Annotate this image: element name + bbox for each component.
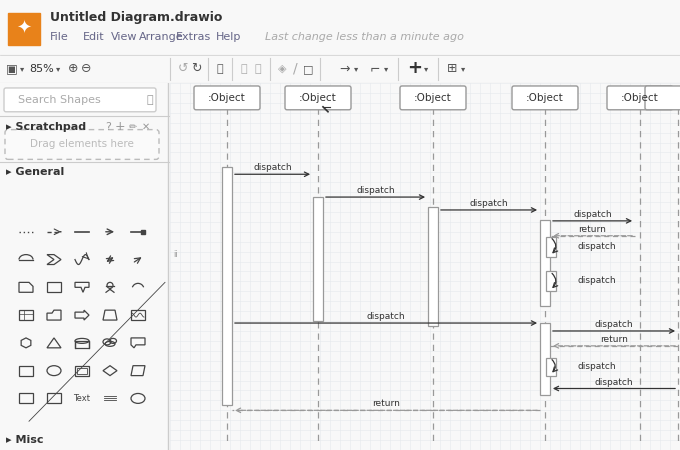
Text: Edit: Edit xyxy=(83,32,105,42)
Text: ▣: ▣ xyxy=(6,63,18,76)
Text: ◈: ◈ xyxy=(277,64,286,74)
Bar xyxy=(141,230,145,234)
Text: ▾: ▾ xyxy=(384,64,388,73)
Text: View: View xyxy=(111,32,137,42)
FancyBboxPatch shape xyxy=(607,86,673,110)
Text: :Object: :Object xyxy=(208,93,246,103)
FancyBboxPatch shape xyxy=(400,86,466,110)
Text: :Object: :Object xyxy=(414,93,452,103)
Bar xyxy=(8,13,40,45)
Text: dispatch: dispatch xyxy=(470,199,509,208)
Bar xyxy=(546,271,556,291)
Text: return: return xyxy=(600,335,628,344)
Text: 🗑: 🗑 xyxy=(217,64,223,74)
Bar xyxy=(19,366,33,376)
Text: return: return xyxy=(372,399,400,408)
FancyBboxPatch shape xyxy=(512,86,578,110)
Text: □: □ xyxy=(303,64,313,74)
Text: Search Shapes: Search Shapes xyxy=(18,95,101,105)
Text: ⊞: ⊞ xyxy=(447,63,457,76)
Bar xyxy=(546,237,556,256)
Text: /: / xyxy=(292,62,297,76)
Text: dispatch: dispatch xyxy=(577,242,615,251)
Text: ▾: ▾ xyxy=(20,64,24,73)
Text: +: + xyxy=(115,120,125,133)
Text: dispatch: dispatch xyxy=(595,378,633,387)
Text: Untitled Diagram.drawio: Untitled Diagram.drawio xyxy=(50,10,222,23)
FancyBboxPatch shape xyxy=(4,88,156,112)
Text: 🔍: 🔍 xyxy=(147,95,153,105)
Bar xyxy=(428,207,438,326)
Text: ⊕: ⊕ xyxy=(68,63,78,76)
Text: +: + xyxy=(407,59,422,77)
Text: ↻: ↻ xyxy=(191,62,201,75)
Text: ?: ? xyxy=(105,122,111,132)
Bar xyxy=(546,358,556,376)
Bar xyxy=(222,167,232,405)
Text: →: → xyxy=(340,63,350,76)
Bar xyxy=(19,393,33,403)
FancyBboxPatch shape xyxy=(285,86,351,110)
Bar xyxy=(75,366,89,376)
Text: dispatch: dispatch xyxy=(595,320,633,329)
Text: :Object: :Object xyxy=(621,93,659,103)
Text: Arrange: Arrange xyxy=(139,32,184,42)
Bar xyxy=(540,220,550,306)
Bar xyxy=(47,393,61,403)
Text: 85%: 85% xyxy=(30,64,54,74)
Text: ▾: ▾ xyxy=(56,64,60,73)
Text: return: return xyxy=(579,225,607,234)
Text: dispatch: dispatch xyxy=(367,312,405,321)
Text: File: File xyxy=(50,32,69,42)
Text: ⌐: ⌐ xyxy=(370,63,380,76)
Text: ▾: ▾ xyxy=(461,64,465,73)
Text: Extras: Extras xyxy=(176,32,211,42)
FancyBboxPatch shape xyxy=(5,130,159,159)
Text: Help: Help xyxy=(216,32,241,42)
Bar xyxy=(19,310,33,320)
Text: :Object: :Object xyxy=(526,93,564,103)
Text: ↺: ↺ xyxy=(177,62,188,75)
Text: dispatch: dispatch xyxy=(253,163,292,172)
Text: ▸ General: ▸ General xyxy=(6,167,64,177)
Text: ✕: ✕ xyxy=(142,122,150,132)
Bar xyxy=(47,282,61,292)
Text: :Object: :Object xyxy=(299,93,337,103)
Text: dispatch: dispatch xyxy=(577,276,615,285)
Bar xyxy=(313,197,323,321)
FancyBboxPatch shape xyxy=(645,86,680,110)
Text: Drag elements here: Drag elements here xyxy=(30,140,134,149)
Text: ▾: ▾ xyxy=(424,64,428,73)
FancyBboxPatch shape xyxy=(194,86,260,110)
Bar xyxy=(540,323,550,396)
Bar xyxy=(131,310,145,320)
Text: dispatch: dispatch xyxy=(573,210,612,219)
Text: dispatch: dispatch xyxy=(356,186,395,195)
Bar xyxy=(77,368,87,374)
Text: Last change less than a minute ago: Last change less than a minute ago xyxy=(265,32,464,42)
Text: ⧉: ⧉ xyxy=(241,64,248,74)
Text: ▸ Misc: ▸ Misc xyxy=(6,435,44,445)
Text: ✏: ✏ xyxy=(129,122,137,132)
Text: dispatch: dispatch xyxy=(577,362,615,371)
Text: ii: ii xyxy=(173,250,177,259)
Text: ✦: ✦ xyxy=(16,20,31,38)
Text: ⧉: ⧉ xyxy=(255,64,261,74)
Text: ▸ Scratchpad: ▸ Scratchpad xyxy=(6,122,86,132)
Text: ⊖: ⊖ xyxy=(81,63,91,76)
Text: ▾: ▾ xyxy=(354,64,358,73)
Bar xyxy=(75,341,89,348)
Text: Text: Text xyxy=(73,394,90,403)
